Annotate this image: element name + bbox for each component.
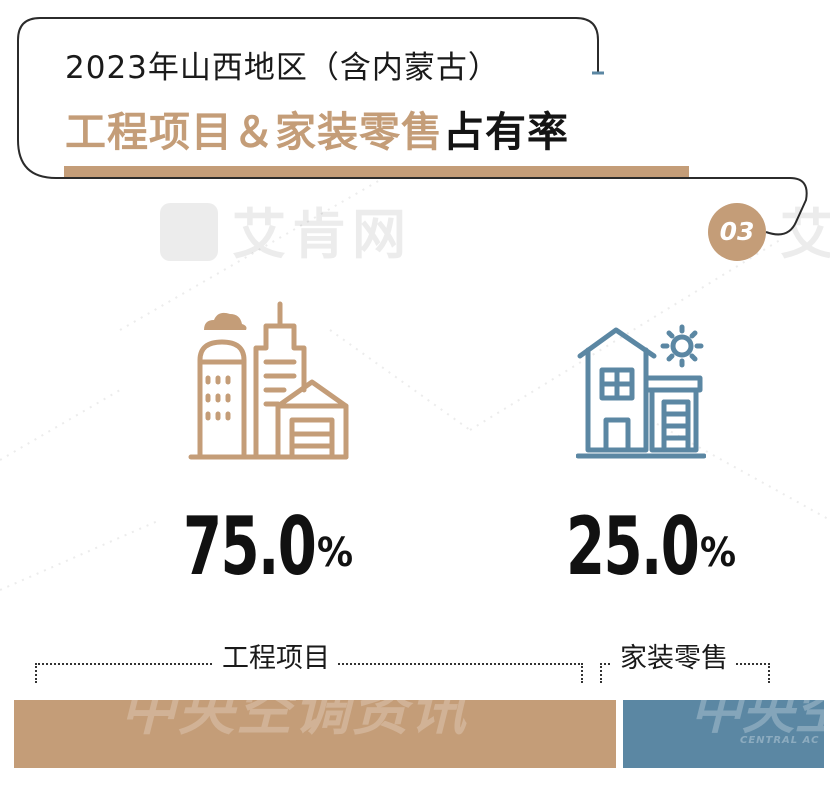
watermark-top: 艾肯网 — [160, 190, 412, 269]
watermark-bottom-right-en: CENTRAL AC — [740, 735, 820, 746]
section-number-badge: 03 — [708, 203, 766, 261]
title-line2: 工程项目＆家装零售占有率 — [65, 98, 569, 158]
title-highlight: 工程项目＆家装零售 — [65, 108, 443, 156]
retail-share-bar — [623, 700, 824, 768]
retail-percentage-sign: % — [700, 530, 737, 576]
title-line1: 2023年山西地区（含内蒙古） — [65, 50, 500, 86]
engineering-bar-label: 工程项目 — [214, 636, 338, 675]
title-tail: 占有率 — [443, 108, 569, 156]
engineering-share-bar — [14, 700, 616, 768]
house-with-sun-icon — [575, 322, 707, 466]
retail-percentage-value: 25.0 — [566, 500, 700, 593]
engineering-percentage: 75.0% — [183, 500, 353, 593]
engineering-percentage-sign: % — [317, 530, 354, 576]
watermark-bottom-right: 中央空 — [690, 681, 830, 741]
watermark-top-right: 艾 — [780, 203, 830, 266]
watermark-bottom: 中央空调资讯 — [120, 678, 468, 743]
engineering-percentage-value: 75.0 — [183, 500, 317, 593]
retail-bar-label: 家装零售 — [612, 636, 736, 675]
city-buildings-icon — [186, 300, 356, 469]
retail-percentage: 25.0% — [566, 500, 736, 593]
title-underline — [64, 166, 689, 177]
